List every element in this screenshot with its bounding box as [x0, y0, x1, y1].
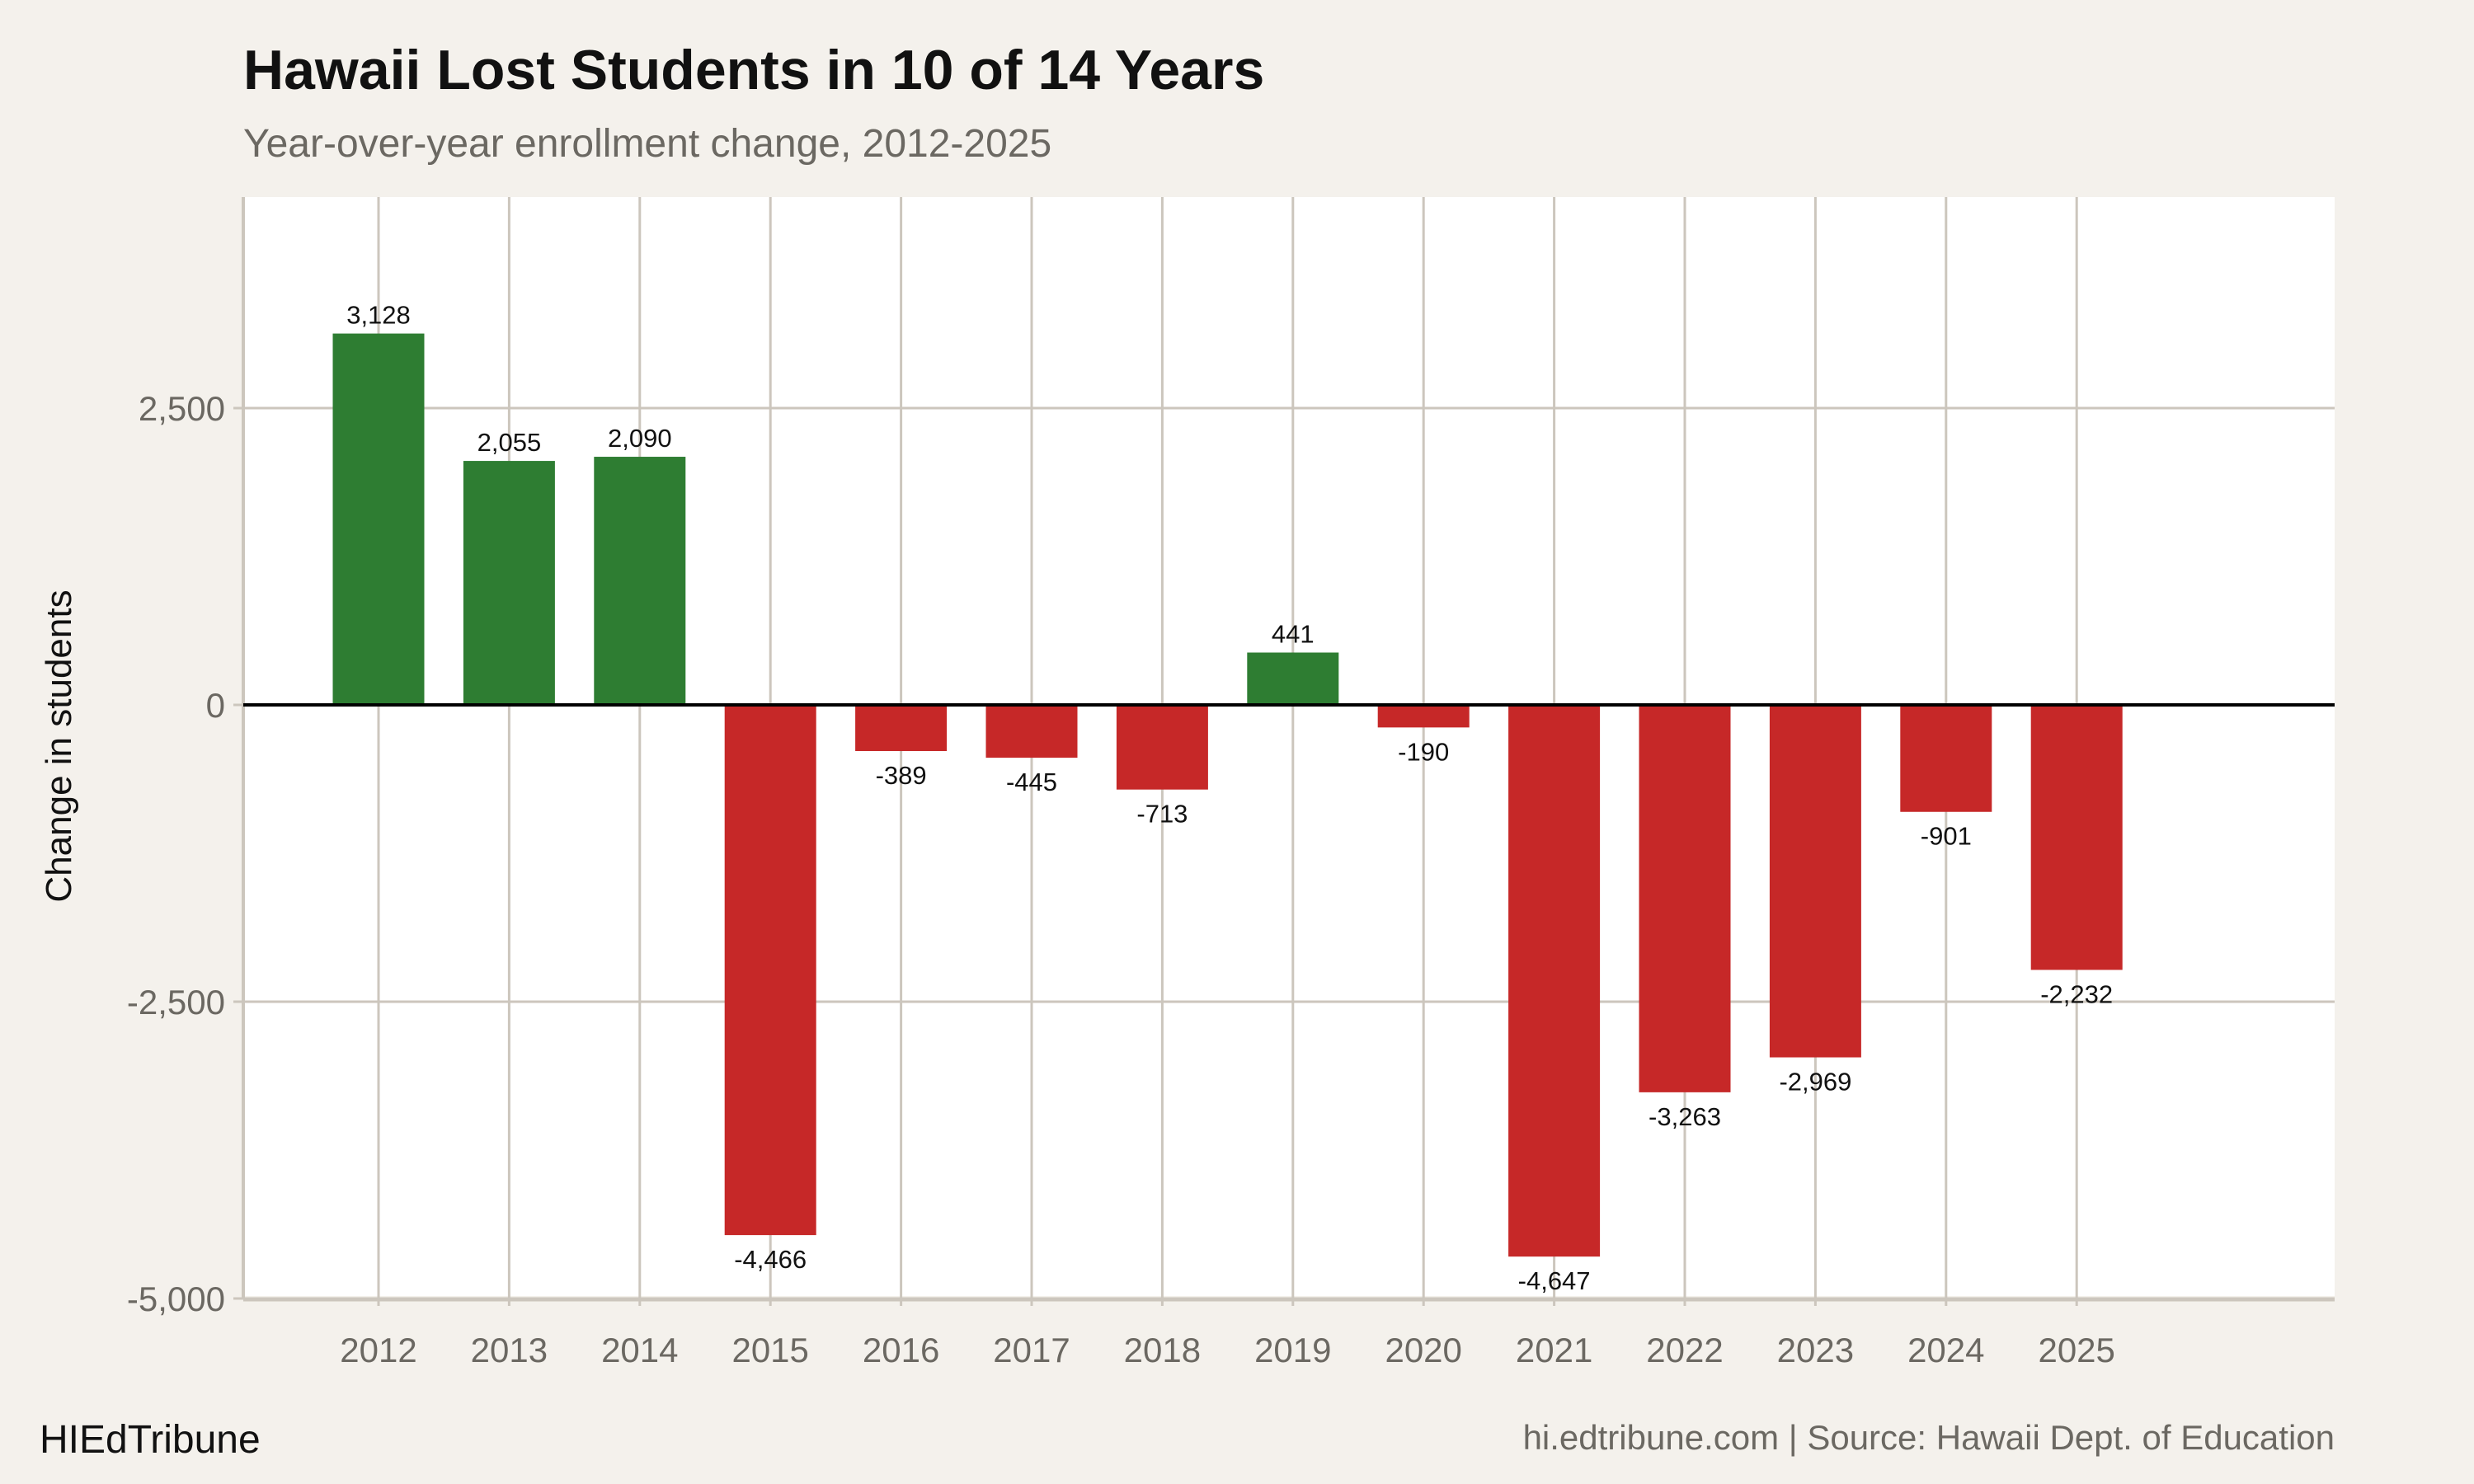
bar-2022 [1639, 705, 1731, 1092]
data-label-2016: -389 [876, 761, 927, 790]
chart-title: Hawaii Lost Students in 10 of 14 Years [243, 39, 1264, 101]
x-tick-label: 2020 [1385, 1331, 1461, 1369]
bar-2012 [332, 333, 425, 705]
x-tick-label: 2022 [1646, 1331, 1723, 1369]
data-label-2023: -2,969 [1779, 1068, 1851, 1097]
bar-2017 [985, 705, 1078, 758]
data-labels: 3,128 2,055 2,090 -4,466 -389 -445 -713 441 -190… [346, 301, 2113, 1296]
x-tick-label: 2017 [993, 1331, 1070, 1369]
bar-2019 [1247, 652, 1339, 705]
data-label-2012: 3,128 [346, 301, 411, 330]
bar-2021 [1508, 705, 1601, 1257]
data-label-2014: 2,090 [608, 424, 672, 453]
brand-label: HIEdTribune [40, 1418, 261, 1462]
data-label-2018: -713 [1136, 800, 1188, 829]
bar-2023 [1769, 705, 1861, 1058]
chart-subtitle: Year-over-year enrollment change, 2012-2… [243, 122, 1051, 166]
bar-2016 [855, 705, 948, 752]
x-tick-label: 2016 [863, 1331, 939, 1369]
x-tick-label: 2015 [731, 1331, 808, 1369]
axes: -5,000 -2,500 0 2,500 2012 2013 2014 2015 2016 20… [127, 197, 2335, 1369]
y-tick-label: 2,500 [139, 389, 225, 428]
data-label-2019: 441 [1272, 619, 1315, 648]
data-label-2013: 2,055 [477, 428, 542, 457]
x-tick-label: 2023 [1777, 1331, 1854, 1369]
source-caption: hi.edtribune.com | Source: Hawaii Dept. … [1523, 1418, 2335, 1457]
x-tick-label: 2014 [601, 1331, 678, 1369]
y-axis-label: Change in students [39, 589, 79, 902]
bar-2025 [2030, 705, 2123, 970]
data-label-2024: -901 [1921, 822, 1972, 851]
bar-2014 [594, 457, 686, 705]
data-label-2015: -4,466 [734, 1245, 807, 1274]
x-tick-label: 2018 [1124, 1331, 1201, 1369]
y-tick-label: -2,500 [127, 983, 225, 1021]
data-label-2020: -190 [1398, 737, 1449, 766]
x-tick-label: 2025 [2038, 1331, 2114, 1369]
plot-panel [243, 197, 2335, 1296]
bars [332, 333, 2123, 1257]
data-label-2021: -4,647 [1518, 1266, 1591, 1295]
bar-2024 [1900, 705, 1992, 812]
data-label-2017: -445 [1006, 768, 1057, 796]
bar-2013 [463, 461, 555, 705]
y-tick-label: -5,000 [127, 1280, 225, 1318]
data-label-2025: -2,232 [2040, 979, 2113, 1008]
bar-2015 [724, 705, 816, 1236]
y-tick-label: 0 [206, 686, 225, 725]
x-tick-label: 2012 [340, 1331, 416, 1369]
bar-2020 [1377, 705, 1470, 728]
x-tick-label: 2024 [1907, 1331, 1984, 1369]
data-label-2022: -3,263 [1649, 1102, 1721, 1131]
x-tick-label: 2021 [1516, 1331, 1592, 1369]
bar-2018 [1116, 705, 1208, 790]
x-tick-label: 2019 [1254, 1331, 1331, 1369]
x-tick-label: 2013 [471, 1331, 548, 1369]
